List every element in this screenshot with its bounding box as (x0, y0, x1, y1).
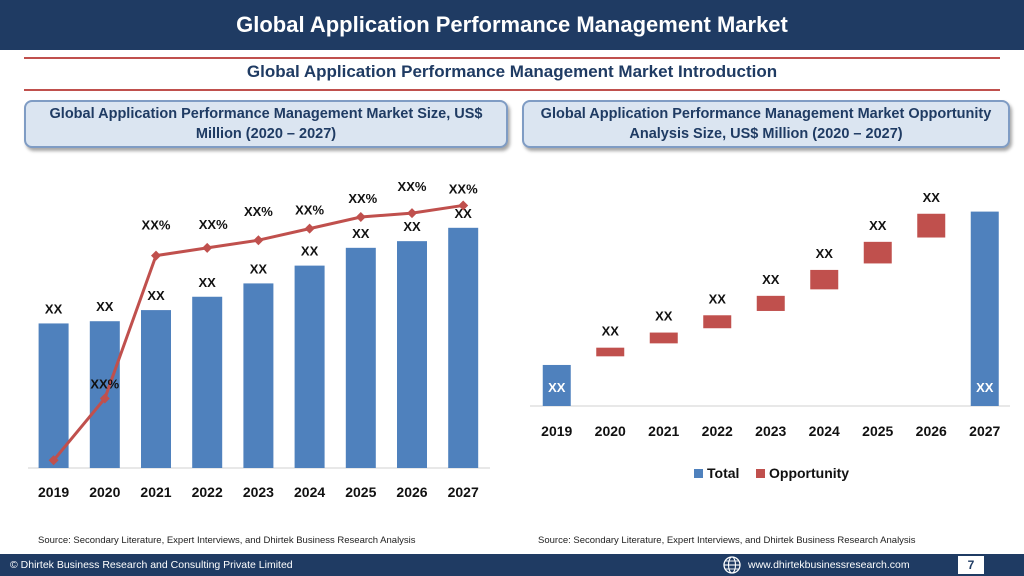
x-tick-2019: 2019 (38, 484, 69, 500)
bar-label-2027: XX (455, 206, 473, 221)
header-bar: Global Application Performance Managemen… (0, 0, 1024, 50)
growth-label-2021: XX% (142, 218, 171, 233)
bar-label-2020: XX (96, 299, 114, 314)
growth-label-2020: XX% (90, 377, 119, 392)
bar-label-2024: XX (301, 244, 319, 259)
opportunity-chart: XX 2019 XX 2020 XX 2021 XX 2022 XX 2023 XX 2024 XX 20… (530, 190, 1010, 481)
bar-label-2022: XX (199, 275, 217, 290)
total-bar-2027 (970, 211, 999, 406)
x-tick-2022: 2022 (702, 423, 733, 439)
x-tick-2025: 2025 (862, 423, 893, 439)
bar-2027 (448, 227, 479, 468)
opportunity-label-2020: XX (602, 324, 620, 339)
growth-label-2022: XX% (199, 217, 228, 232)
opportunity-bar-2021 (649, 332, 678, 344)
legend-label-total: Total (707, 465, 739, 481)
divider-bottom (24, 89, 1000, 91)
legend-swatch-total (694, 469, 703, 478)
x-tick-2024: 2024 (294, 484, 325, 500)
divider-top (24, 57, 1000, 59)
right-panel-title: Global Application Performance Managemen… (522, 100, 1010, 148)
growth-point-2023 (253, 235, 264, 246)
opportunity-label-2023: XX (762, 272, 780, 287)
total-bar-2019 (542, 364, 571, 406)
opportunity-bar-2025 (863, 241, 892, 264)
x-tick-2023: 2023 (243, 484, 274, 500)
total-label-2027: XX (976, 380, 994, 395)
x-tick-2025: 2025 (345, 484, 376, 500)
opportunity-bar-2022 (703, 315, 732, 329)
growth-point-2025 (355, 212, 366, 223)
opportunity-label-2026: XX (923, 190, 941, 205)
opportunity-label-2021: XX (655, 309, 673, 324)
left-panel-title: Global Application Performance Managemen… (24, 100, 508, 148)
growth-point-2019 (48, 455, 59, 466)
bar-label-2019: XX (45, 301, 63, 316)
bar-label-2023: XX (250, 261, 268, 276)
growth-point-2027 (458, 200, 469, 211)
growth-label-2027: XX% (449, 181, 478, 196)
left-source-note: Source: Secondary Literature, Expert Int… (38, 535, 416, 546)
growth-point-2024 (304, 223, 315, 234)
x-tick-2027: 2027 (448, 484, 479, 500)
page-number: 7 (958, 556, 984, 574)
right-source-note: Source: Secondary Literature, Expert Int… (538, 535, 916, 546)
bar-2021 (141, 310, 171, 468)
bar-2022 (192, 296, 223, 468)
legend-label-opportunity: Opportunity (769, 465, 849, 481)
growth-label-2023: XX% (244, 204, 273, 219)
opportunity-bar-2020 (596, 347, 625, 357)
total-label-2019: XX (548, 380, 566, 395)
copyright-text: © Dhirtek Business Research and Consulti… (10, 559, 293, 571)
website-link[interactable]: www.dhirtekbusinessresearch.com (748, 559, 910, 571)
globe-icon (723, 556, 741, 574)
opportunity-label-2022: XX (709, 291, 727, 306)
growth-label-2024: XX% (295, 203, 324, 218)
opportunity-bar-2026 (917, 213, 946, 238)
opportunity-bar-2024 (810, 269, 839, 290)
bar-2025 (345, 247, 376, 468)
opportunity-bar-2023 (756, 295, 785, 311)
x-tick-2022: 2022 (192, 484, 223, 500)
x-tick-2024: 2024 (809, 423, 840, 439)
bar-label-2026: XX (403, 219, 421, 234)
growth-point-2021 (151, 250, 161, 261)
x-tick-2027: 2027 (969, 423, 1000, 439)
x-tick-2026: 2026 (916, 423, 947, 439)
growth-label-2025: XX% (348, 191, 377, 206)
growth-point-2026 (407, 208, 417, 219)
bar-2023 (243, 283, 274, 468)
bar-label-2021: XX (147, 288, 165, 303)
section-subtitle: Global Application Performance Managemen… (246, 62, 778, 81)
growth-point-2020 (99, 393, 110, 404)
x-tick-2019: 2019 (541, 423, 572, 439)
x-tick-2021: 2021 (648, 423, 679, 439)
bar-2024 (294, 265, 325, 468)
opportunity-label-2025: XX (869, 218, 887, 233)
page-title: Global Application Performance Managemen… (236, 12, 788, 37)
x-tick-2021: 2021 (140, 484, 171, 500)
bar-2019 (38, 323, 69, 468)
bar-label-2025: XX (352, 226, 370, 241)
footer-bar: © Dhirtek Business Research and Consulti… (0, 554, 1024, 576)
legend-swatch-opportunity (756, 469, 765, 478)
market-size-chart: XX 2019 XX 2020 XX 2021 XX 2022 XX 2023 XX 2024 XX 20… (28, 179, 490, 500)
growth-point-2022 (202, 242, 213, 253)
bar-2026 (397, 241, 427, 468)
x-tick-2023: 2023 (755, 423, 786, 439)
x-tick-2026: 2026 (396, 484, 427, 500)
opportunity-label-2024: XX (816, 246, 834, 261)
growth-label-2026: XX% (398, 179, 427, 194)
x-tick-2020: 2020 (89, 484, 120, 500)
x-tick-2020: 2020 (595, 423, 626, 439)
